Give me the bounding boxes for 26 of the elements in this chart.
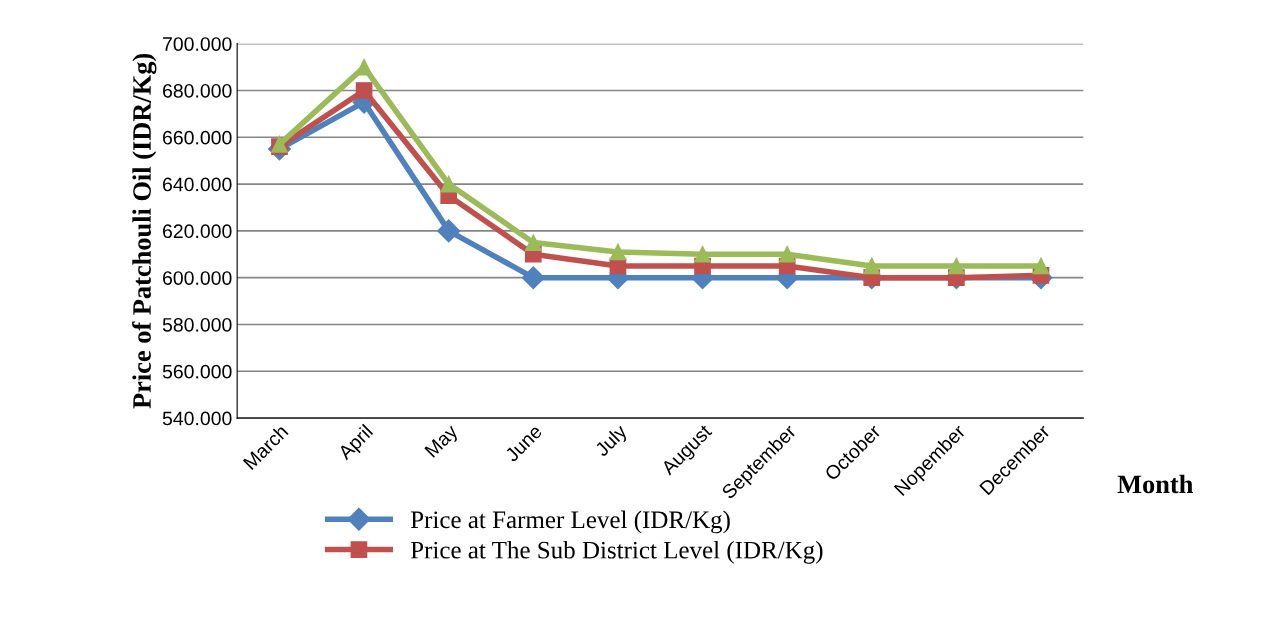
x-tick-label: July	[593, 422, 631, 460]
point	[609, 243, 627, 261]
y-tick-label: 580.000	[162, 317, 232, 332]
point	[1032, 257, 1050, 275]
y-axis-title: Price of Patchouli Oil (IDR/Kg)	[132, 53, 157, 409]
point	[437, 219, 461, 243]
point	[694, 245, 711, 263]
x-tick-label: May	[424, 423, 462, 461]
y-tick-label: 700.000	[163, 37, 232, 51]
y-tick-label: 660.000	[163, 130, 232, 145]
y-tick-label: 640.000	[163, 177, 232, 192]
legend-label: Price at The Sub District Level (IDR/Kg)	[410, 540, 823, 564]
point	[863, 257, 881, 275]
y-tick-label: 620.000	[163, 224, 232, 239]
point	[524, 234, 542, 251]
point	[778, 245, 796, 263]
y-tick-label: 600.000	[163, 271, 232, 285]
y-tick-label: 680.000	[163, 83, 232, 98]
point	[948, 257, 965, 275]
y-tick-label: 540.000	[162, 411, 232, 426]
x-axis-title: Month	[1117, 474, 1193, 494]
point	[440, 175, 458, 193]
legend-label: Price at Farmer Level (IDR/Kg)	[410, 510, 730, 534]
point	[355, 82, 373, 99]
point	[521, 266, 545, 290]
y-tick-label: 560.000	[162, 364, 232, 379]
